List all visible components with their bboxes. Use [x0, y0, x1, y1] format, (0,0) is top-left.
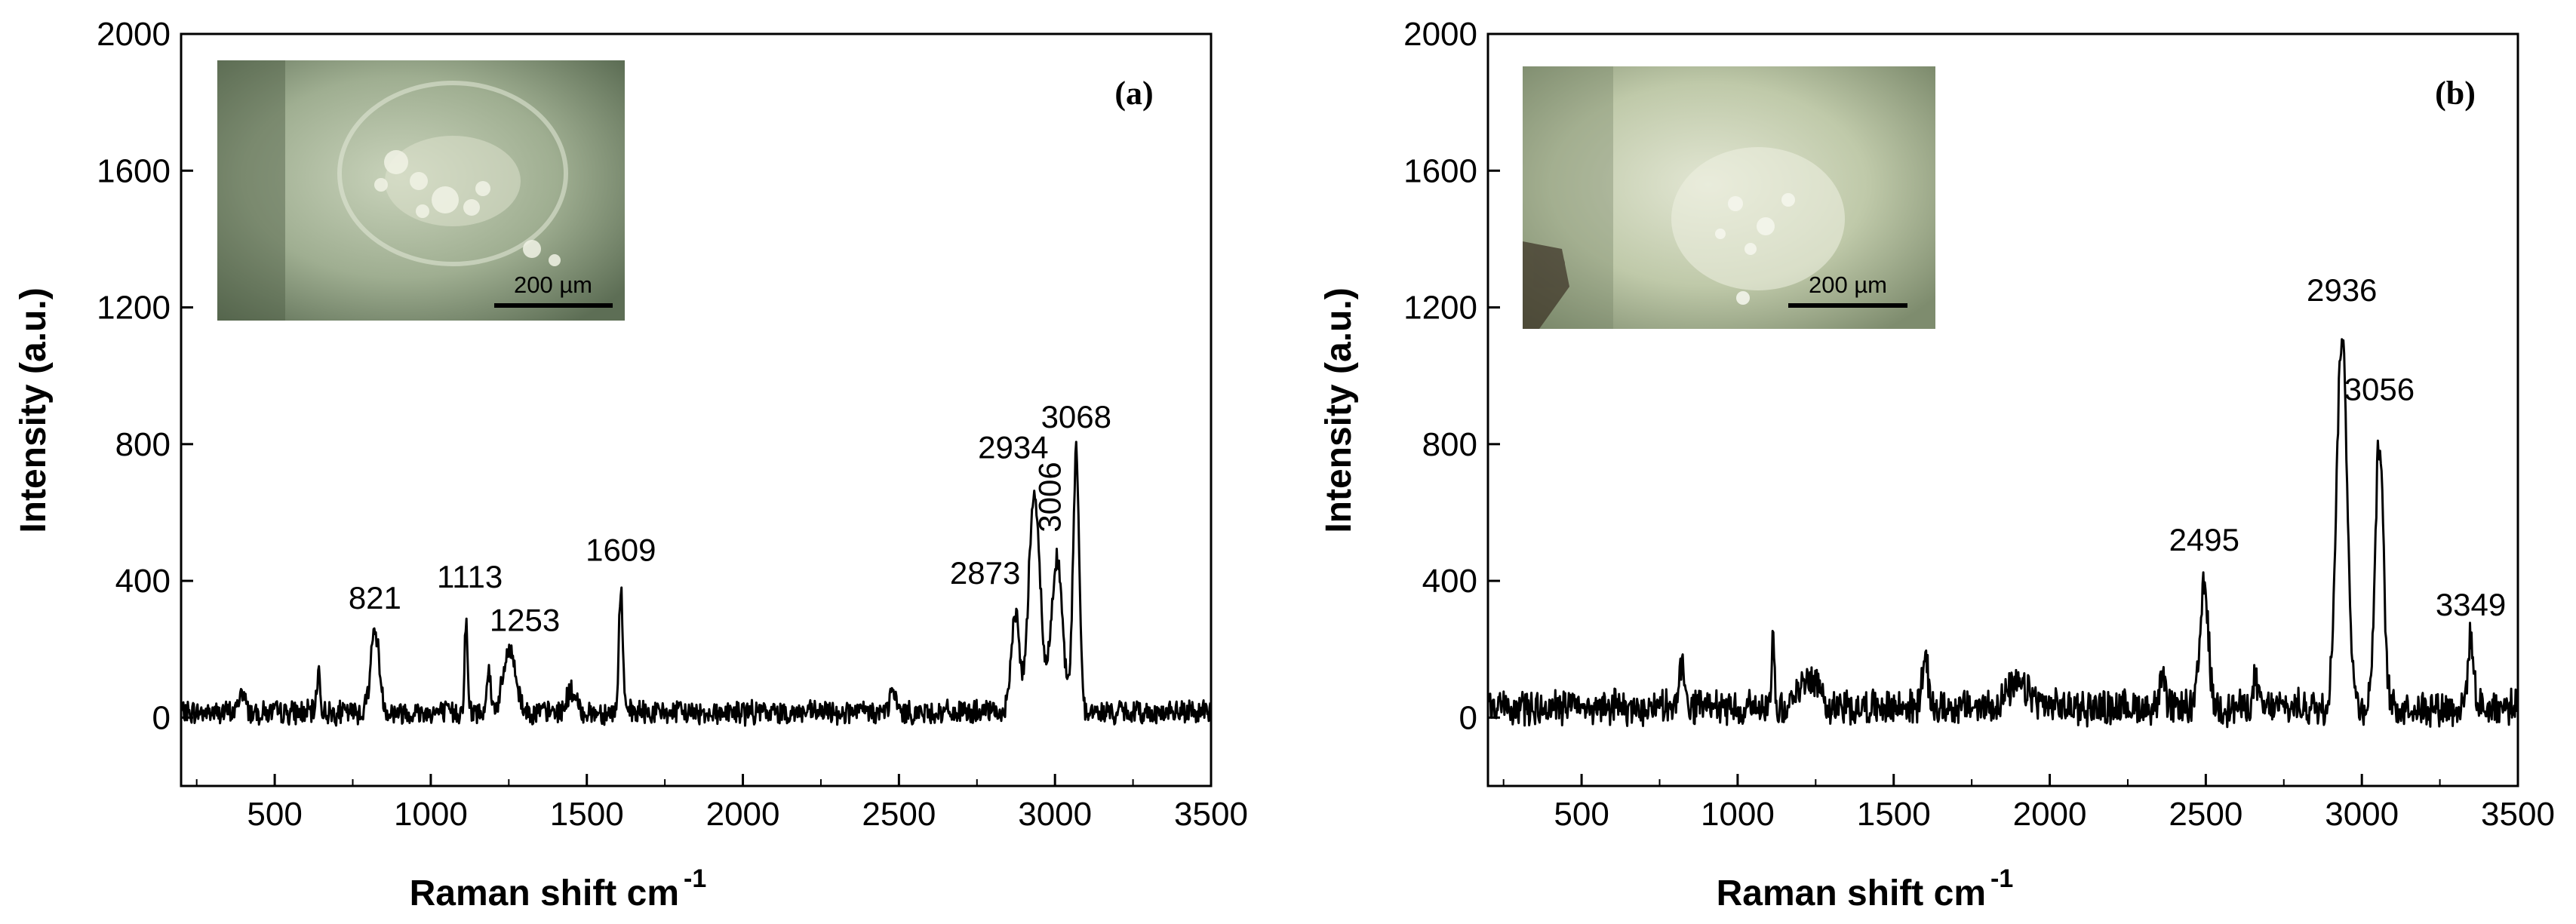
x-axis-label-a: Raman shift cm — [410, 873, 679, 913]
x-tick-label: 500 — [247, 796, 302, 833]
plot-frame-a — [180, 32, 1213, 787]
x-tick-label: 2000 — [2013, 796, 2087, 833]
peak-label-3068: 3068 — [1041, 399, 1111, 434]
peak-label-1113: 1113 — [437, 559, 503, 594]
y-axis-label-a: Intensity (a.u.) — [14, 287, 54, 533]
x-tick-label: 3000 — [2325, 796, 2399, 833]
chart-panel-b: 200 µm (b) 0 400 800 1200 1600 2000 500 1000 15… — [1319, 16, 2555, 913]
peak-label-2873: 2873 — [950, 555, 1020, 591]
spectrum-line-b — [1486, 338, 2519, 729]
y-tick-label: 1200 — [1403, 290, 1477, 327]
micrograph-inset-b: 200 µm — [1523, 66, 1935, 329]
y-tick-label: 1200 — [97, 290, 171, 327]
peak-label-2936: 2936 — [2307, 272, 2377, 308]
peak-label-2934: 2934 — [978, 430, 1048, 465]
peak-label-1609: 1609 — [586, 533, 656, 568]
x-tick-label: 3000 — [1018, 796, 1092, 833]
scale-bar-label-a: 200 µm — [514, 272, 592, 298]
x-tick-label: 1000 — [394, 796, 468, 833]
x-axis-label-superscript-b: -1 — [1990, 864, 2013, 893]
plot-frame-b — [1486, 32, 2519, 787]
scale-bar-label-b: 200 µm — [1809, 272, 1887, 298]
x-tick-label: 500 — [1554, 796, 1609, 833]
x-tick-label: 1500 — [550, 796, 624, 833]
x-axis-label-superscript-a: -1 — [684, 864, 706, 893]
x-tick-label: 3500 — [2481, 796, 2555, 833]
y-tick-label: 1600 — [1403, 152, 1477, 189]
peak-label-1253: 1253 — [490, 603, 560, 638]
panel-label-a: (a) — [1114, 75, 1153, 112]
x-axis-label-b: Raman shift cm — [1717, 873, 1986, 913]
x-tick-label: 3500 — [1174, 796, 1248, 833]
y-tick-label: 0 — [152, 699, 171, 736]
x-tick-label: 2500 — [2169, 796, 2242, 833]
spectrum-line-a — [180, 441, 1212, 727]
peak-label-821: 821 — [349, 580, 401, 615]
y-tick-label: 800 — [1422, 426, 1477, 463]
y-axis-label-b: Intensity (a.u.) — [1319, 287, 1359, 533]
x-tick-label: 2500 — [862, 796, 936, 833]
chart-panel-a: 200 µm (a) 0 400 800 1200 1600 2000 500 1000 15… — [14, 16, 1248, 913]
peak-label-2495: 2495 — [2169, 522, 2239, 557]
y-tick-label: 800 — [115, 426, 171, 463]
x-tick-label: 1500 — [1857, 796, 1931, 833]
x-tick-label: 2000 — [706, 796, 780, 833]
x-tick-label: 1000 — [1701, 796, 1775, 833]
y-tick-label: 0 — [1459, 699, 1477, 736]
y-tick-label: 2000 — [97, 16, 171, 53]
panel-label-b: (b) — [2435, 75, 2476, 112]
y-tick-label: 2000 — [1403, 16, 1477, 53]
y-tick-label: 400 — [115, 563, 171, 600]
peak-label-3056: 3056 — [2344, 372, 2415, 407]
peak-label-3006: 3006 — [1032, 462, 1068, 532]
peak-label-3349: 3349 — [2436, 587, 2506, 622]
y-tick-label: 400 — [1422, 563, 1477, 600]
micrograph-inset-a: 200 µm — [217, 60, 625, 321]
y-tick-label: 1600 — [97, 152, 171, 189]
